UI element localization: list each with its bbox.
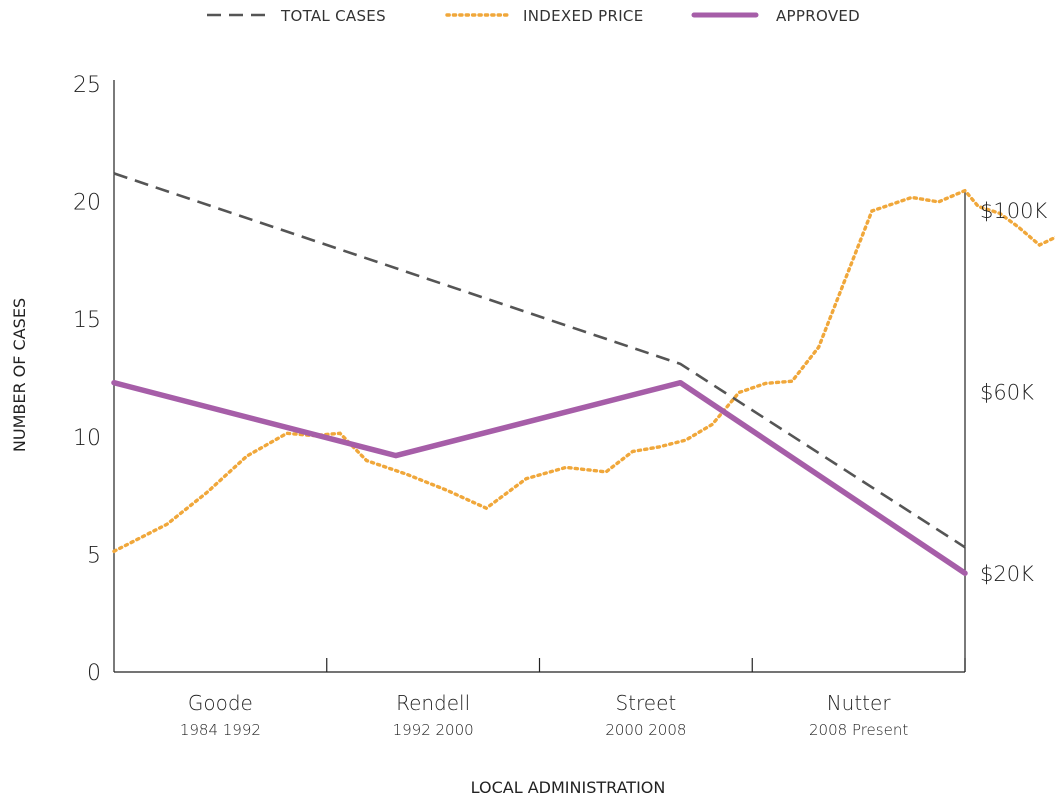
series-line-approved — [111, 379, 968, 576]
y2-tick-label: $100K — [980, 199, 1047, 223]
legend-label: INDEXED PRICE — [523, 7, 644, 25]
category-period: 2008 Present — [809, 721, 908, 739]
y-tick-label: 5 — [87, 543, 101, 568]
category-label: Street — [615, 691, 676, 715]
category-period: 1984 1992 — [180, 721, 261, 739]
category-label: Goode — [188, 691, 253, 715]
y2-tick-label: $60K — [980, 381, 1034, 405]
legend: TOTAL CASES INDEXED PRICE APPROVED — [207, 7, 860, 25]
series-line-indexed-price — [112, 188, 1055, 553]
y-tick-label: 15 — [73, 308, 101, 333]
category-label: Nutter — [827, 691, 892, 715]
series-layer — [111, 172, 1055, 576]
y-tick-label: 0 — [87, 661, 101, 686]
y2-tick-label: $20K — [980, 562, 1034, 586]
axes — [113, 80, 966, 673]
legend-label: APPROVED — [776, 7, 860, 25]
category-period: 1992 2000 — [393, 721, 474, 739]
category-period: 2000 2008 — [605, 721, 686, 739]
y-tick-label: 25 — [73, 73, 101, 98]
legend-label: TOTAL CASES — [280, 7, 386, 25]
y-axis-title: NUMBER OF CASES — [10, 298, 29, 452]
series-line-total-cases — [113, 172, 966, 549]
y-tick-label: 20 — [73, 191, 101, 216]
x-axis-title: LOCAL ADMINISTRATION — [471, 778, 666, 797]
category-label: Rendell — [396, 691, 470, 715]
y-tick-label: 10 — [73, 426, 101, 451]
axis-labels: 0 5 10 15 20 25 $20K $60K $100K Goode 1984 1992 Ren… — [10, 73, 1047, 797]
